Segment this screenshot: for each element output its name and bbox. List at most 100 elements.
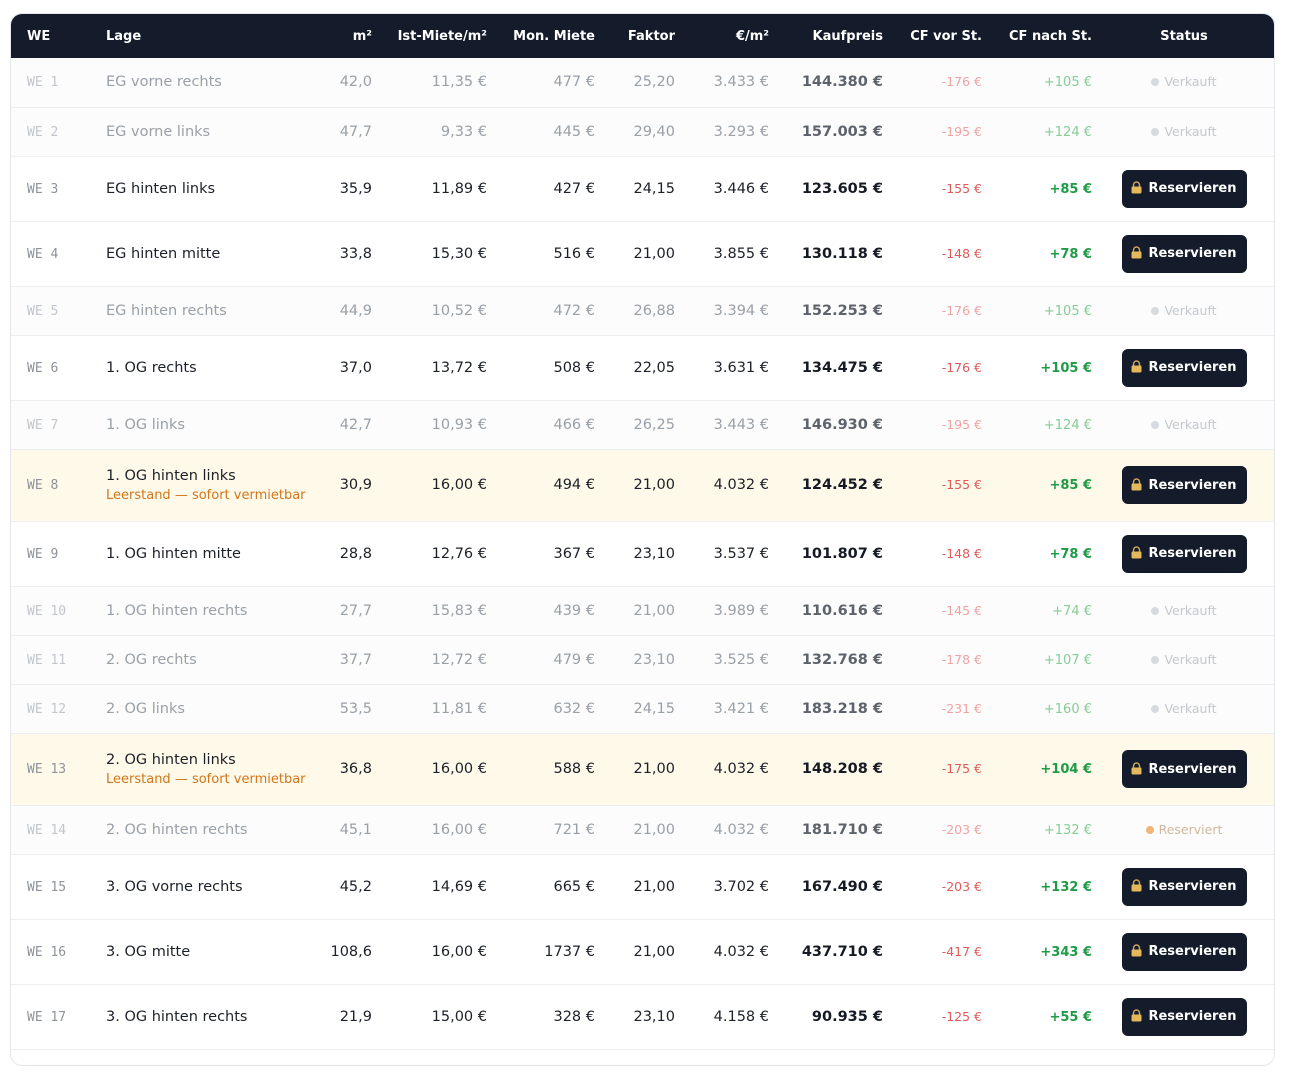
cashflow-after-tax: +55 € [1049, 1009, 1092, 1025]
price-per-m2: 4.158 € [713, 1008, 769, 1025]
unit-area: 42,7 [339, 416, 372, 433]
status-cell: Reservieren [1092, 156, 1274, 221]
monthly-rent: 508 € [553, 359, 595, 376]
purchase-price: 148.208 € [801, 761, 883, 777]
status-cell: Reservieren [1092, 449, 1274, 521]
price-factor: 26,88 [633, 302, 675, 319]
reserve-button[interactable]: Reservieren [1121, 932, 1247, 971]
unit-area: 45,1 [339, 821, 372, 838]
unit-location: 1. OG links [106, 416, 185, 433]
reserve-button[interactable]: Reservieren [1121, 997, 1247, 1036]
purchase-price: 124.452 € [801, 477, 883, 493]
cashflow-before-tax: -203 € [941, 821, 982, 837]
monthly-rent: 494 € [553, 477, 595, 493]
price-factor: 21,00 [633, 821, 675, 838]
price-per-m2: 3.525 € [713, 651, 769, 668]
unit-id: WE 9 [27, 546, 59, 562]
status-cell: Reserviert [1092, 805, 1274, 854]
purchase-price: 146.930 € [801, 416, 883, 433]
table-row: WE 5 EG hinten rechts 44,9 10,52 € 472 €… [11, 286, 1274, 335]
table-row: WE 12 2. OG links 53,5 11,81 € 632 € 24,… [11, 684, 1274, 733]
unit-id: WE 14 [27, 822, 67, 838]
status-cell: Verkauft [1092, 286, 1274, 335]
cashflow-after-tax: +124 € [1043, 417, 1092, 433]
purchase-price: 437.710 € [801, 943, 883, 960]
price-per-m2: 3.433 € [713, 74, 769, 91]
status-cell: Verkauft [1092, 107, 1274, 156]
vacancy-note: Leerstand — sofort vermietbar [106, 487, 306, 503]
monthly-rent: 588 € [553, 761, 595, 777]
rent-per-m2: 12,72 € [431, 651, 487, 668]
price-per-m2: 3.446 € [713, 180, 769, 197]
purchase-price: 134.475 € [801, 359, 883, 376]
unit-area: 42,0 [339, 74, 372, 91]
table-row: WE 13 2. OG hinten links Leerstand — sof… [11, 733, 1274, 805]
col-header-eur-m2: €/m² [735, 28, 769, 44]
reserve-button[interactable]: Reservieren [1121, 466, 1247, 504]
monthly-rent: 477 € [553, 74, 595, 91]
unit-id: WE 2 [27, 124, 59, 140]
rent-per-m2: 12,76 € [431, 545, 487, 562]
unit-area: 30,9 [339, 477, 372, 493]
table-row: WE 10 1. OG hinten rechts 27,7 15,83 € 4… [11, 586, 1274, 635]
unit-area: 36,8 [339, 761, 372, 777]
cashflow-before-tax: -178 € [941, 651, 982, 667]
cashflow-after-tax: +107 € [1043, 652, 1092, 668]
unit-area: 27,7 [339, 602, 372, 619]
unit-area: 21,9 [339, 1008, 372, 1025]
monthly-rent: 466 € [553, 416, 595, 433]
rent-per-m2: 16,00 € [431, 821, 487, 838]
purchase-price: 90.935 € [811, 1008, 883, 1025]
reserve-button[interactable]: Reservieren [1121, 750, 1247, 788]
reserve-button[interactable]: Reservieren [1121, 534, 1247, 573]
unit-location: 3. OG hinten rechts [106, 1008, 248, 1025]
status-badge: Verkauft [1164, 416, 1217, 432]
unit-id: WE 3 [27, 181, 59, 197]
table-row: WE 4 EG hinten mitte 33,8 15,30 € 516 € … [11, 221, 1274, 286]
lock-icon [1131, 477, 1148, 493]
status-badge: Reserviert [1158, 821, 1223, 837]
purchase-price: 123.605 € [801, 180, 883, 197]
units-table: WE Lage m² Ist-Miete/m² Mon. Miete Fakto… [11, 14, 1274, 1050]
unit-location: 3. OG mitte [106, 943, 191, 960]
rent-per-m2: 16,00 € [431, 943, 487, 960]
status-dot-icon [1151, 655, 1160, 664]
table-row: WE 14 2. OG hinten rechts 45,1 16,00 € 7… [11, 805, 1274, 854]
unit-location: 2. OG rechts [106, 651, 197, 668]
col-header-faktor: Faktor [627, 28, 675, 44]
purchase-price: 101.807 € [801, 545, 883, 562]
col-header-kaufpreis: Kaufpreis [812, 28, 883, 44]
purchase-price: 110.616 € [801, 602, 883, 619]
purchase-price: 167.490 € [801, 878, 883, 895]
rent-per-m2: 16,00 € [431, 761, 487, 777]
purchase-price: 157.003 € [801, 123, 883, 140]
reserve-button-label: Reservieren [1148, 360, 1237, 375]
unit-area: 44,9 [339, 302, 372, 319]
unit-location: 2. OG links [106, 700, 185, 717]
cashflow-before-tax: -176 € [941, 302, 982, 318]
status-cell: Verkauft [1092, 58, 1274, 107]
monthly-rent: 479 € [553, 651, 595, 668]
col-header-mon-miete: Mon. Miete [513, 28, 595, 44]
reserve-button[interactable]: Reservieren [1121, 348, 1247, 387]
monthly-rent: 472 € [553, 302, 595, 319]
table-row: WE 1 EG vorne rechts 42,0 11,35 € 477 € … [11, 58, 1274, 107]
rent-per-m2: 15,83 € [431, 602, 487, 619]
monthly-rent: 427 € [553, 180, 595, 197]
purchase-price: 152.253 € [801, 302, 883, 319]
reserve-button[interactable]: Reservieren [1121, 234, 1247, 273]
reserve-button[interactable]: Reservieren [1121, 169, 1247, 208]
cashflow-before-tax: -176 € [941, 359, 982, 375]
purchase-price: 183.218 € [801, 700, 883, 717]
cashflow-after-tax: +105 € [1040, 360, 1092, 376]
status-cell: Verkauft [1092, 400, 1274, 449]
unit-area: 37,0 [339, 359, 372, 376]
rent-per-m2: 11,89 € [431, 180, 487, 197]
price-per-m2: 4.032 € [713, 821, 769, 838]
lock-icon [1131, 1009, 1148, 1024]
unit-area: 108,6 [330, 943, 372, 960]
price-per-m2: 4.032 € [713, 943, 769, 960]
cashflow-before-tax: -145 € [941, 602, 982, 618]
lock-icon [1131, 246, 1148, 261]
reserve-button[interactable]: Reservieren [1121, 867, 1247, 906]
